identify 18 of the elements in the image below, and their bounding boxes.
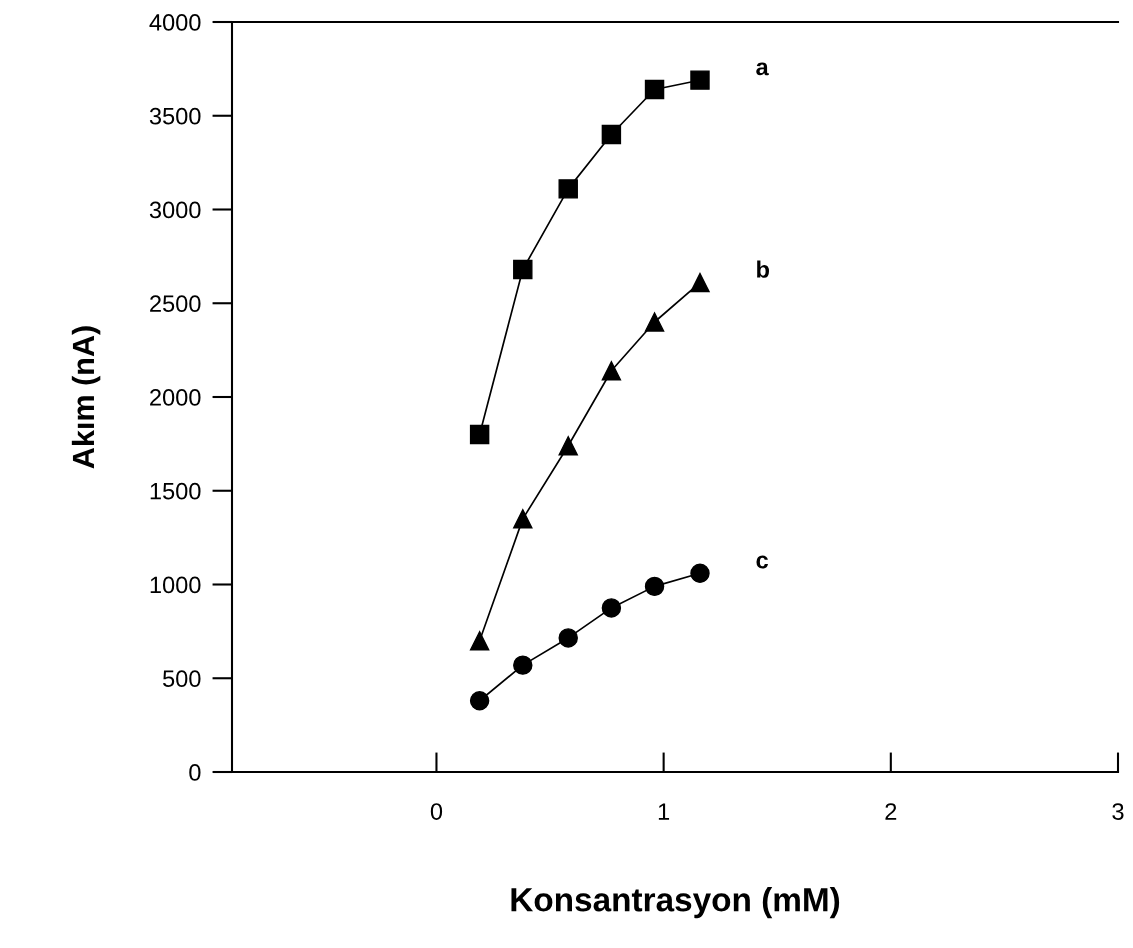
x-axis-title: Konsantrasyon (mM) [511, 887, 840, 919]
x-tick-label: 3 [1112, 803, 1124, 820]
y-tick-label: 1000 [150, 576, 201, 594]
y-tick-label: 0 [189, 764, 201, 781]
y-tick-label: 1500 [150, 482, 201, 500]
x-tick-label: 0 [430, 803, 443, 820]
y-tick-label: 2000 [150, 389, 201, 406]
y-tick-label: 3500 [149, 107, 201, 125]
text: c [756, 555, 768, 569]
y-tick-label: 2500 [150, 295, 201, 313]
y-tick-label: 500 [163, 670, 201, 688]
text: b [757, 260, 769, 278]
y-tick-label: 3000 [149, 201, 201, 219]
y-tick-label: 4000 [149, 14, 201, 31]
text: a [756, 62, 769, 76]
x-tick-label: 1 [658, 803, 670, 820]
y-axis-title: Akım (nA) [71, 326, 101, 469]
x-tick-label: 2 [885, 803, 897, 820]
